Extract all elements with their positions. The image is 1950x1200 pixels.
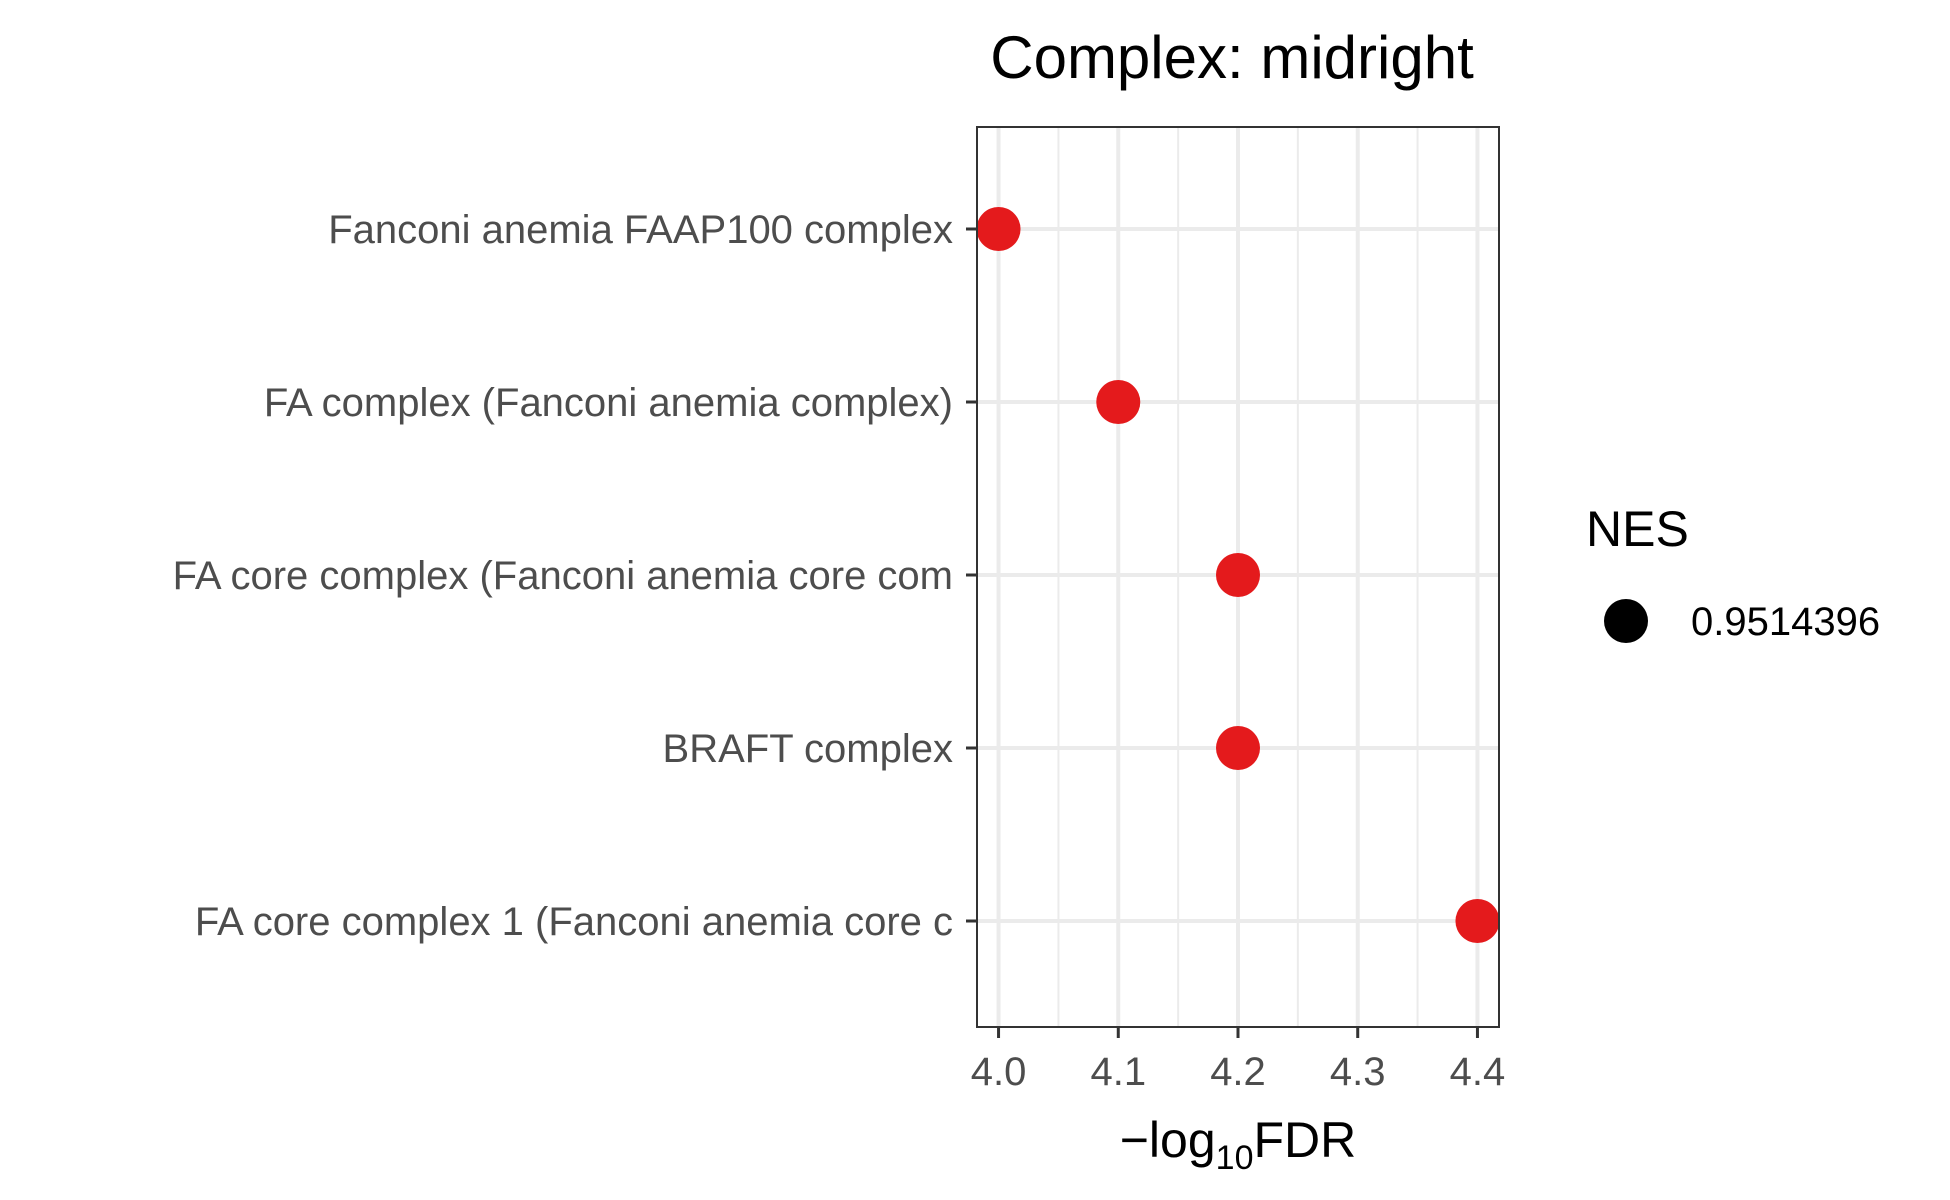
legend-key-point xyxy=(1604,599,1648,643)
x-axis-title-suffix: FDR xyxy=(1254,1112,1357,1168)
y-tick-label: FA core complex 1 (Fanconi anemia core c xyxy=(195,900,953,944)
data-point xyxy=(1216,553,1260,597)
legend: NES 0.9514396 xyxy=(1586,501,1880,644)
x-tick-label: 4.0 xyxy=(971,1050,1027,1094)
y-tick-label: FA core complex (Fanconi anemia core com xyxy=(173,554,953,598)
x-axis-title: −log10FDR xyxy=(1120,1112,1357,1177)
x-tick-label: 4.2 xyxy=(1210,1050,1266,1094)
x-tick-label: 4.1 xyxy=(1090,1050,1146,1094)
y-axis: Fanconi anemia FAAP100 complex FA complex… xyxy=(173,208,977,944)
x-tick-label: 4.3 xyxy=(1330,1050,1386,1094)
chart-title: Complex: midright xyxy=(990,24,1474,91)
data-point xyxy=(1455,899,1500,943)
x-tick-label: 4.4 xyxy=(1450,1050,1506,1094)
x-axis-title-subscript: 10 xyxy=(1216,1139,1254,1177)
legend-title: NES xyxy=(1586,501,1689,557)
data-point xyxy=(1096,380,1141,424)
y-tick-label: FA complex (Fanconi anemia complex) xyxy=(264,381,953,425)
plot-panel xyxy=(976,126,1500,1028)
x-axis: 4.0 4.1 4.2 4.3 4.4 xyxy=(971,1027,1506,1094)
y-tick-label: Fanconi anemia FAAP100 complex xyxy=(328,208,953,252)
data-points xyxy=(976,207,1500,943)
legend-label: 0.9514396 xyxy=(1691,600,1880,644)
x-axis-title-prefix: −log xyxy=(1120,1112,1216,1168)
data-point xyxy=(1216,726,1260,770)
data-point xyxy=(976,207,1021,251)
y-tick-label: BRAFT complex xyxy=(663,727,953,771)
